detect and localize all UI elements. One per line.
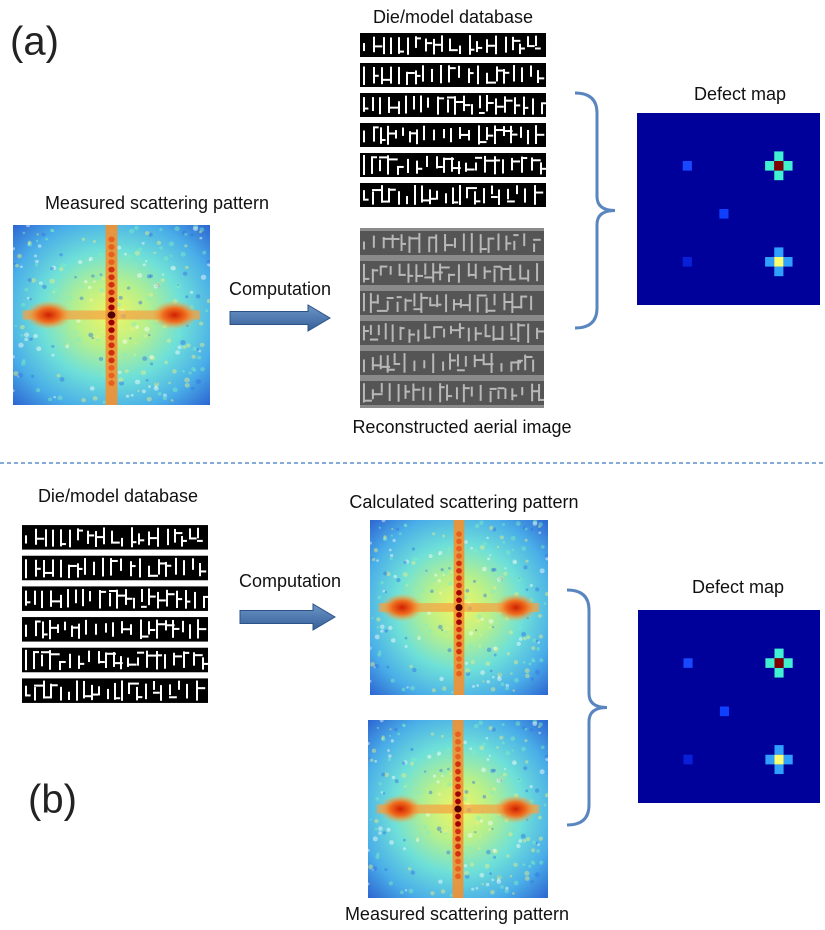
die-database <box>22 522 210 706</box>
aerial-image <box>360 228 547 408</box>
arrow-label: Computation <box>229 279 331 299</box>
measured-pattern <box>366 718 549 898</box>
defect-map <box>637 113 820 305</box>
figure: (a) Die/model database Measured scatteri… <box>0 0 825 930</box>
bracket <box>567 590 607 825</box>
database-title: Die/model database <box>373 7 533 27</box>
database-title: Die/model database <box>38 486 198 506</box>
measured-title: Measured scattering pattern <box>45 193 269 213</box>
bracket <box>575 93 615 328</box>
defect-title: Defect map <box>694 84 786 104</box>
page: (a) Die/model database Measured scatteri… <box>0 0 825 930</box>
calculated-pattern <box>368 518 549 695</box>
arrow <box>240 604 335 630</box>
panel-label: (b) <box>28 778 77 822</box>
die-database <box>360 30 548 210</box>
panel-label: (a) <box>10 20 59 64</box>
calculated-title: Calculated scattering pattern <box>349 492 578 512</box>
measured-title: Measured scattering pattern <box>345 904 569 924</box>
defect-map <box>638 610 820 803</box>
defect-title: Defect map <box>692 577 784 597</box>
arrow-label: Computation <box>239 571 341 591</box>
measured-pattern <box>11 223 211 405</box>
arrow <box>230 305 330 331</box>
reconstructed-title: Reconstructed aerial image <box>352 417 571 437</box>
